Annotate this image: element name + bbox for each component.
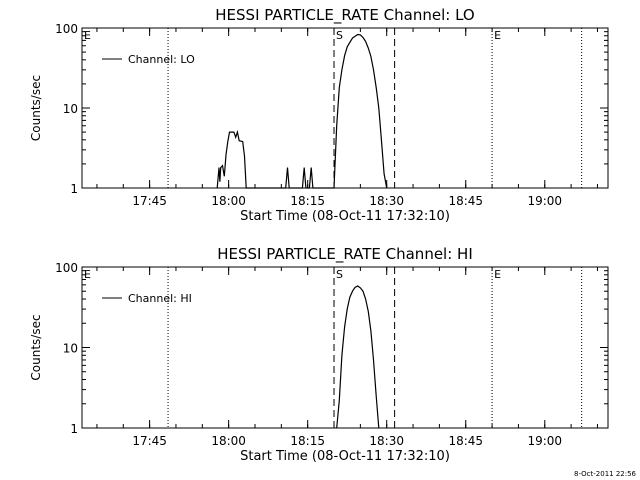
x-tick-label: 18:30 — [369, 194, 404, 208]
y-tick-label: 1 — [70, 182, 78, 196]
x-tick-label: 17:45 — [132, 434, 167, 448]
x-tick-label: 18:15 — [290, 434, 325, 448]
plot-timestamp: 8-Oct-2011 22:56 — [573, 470, 636, 478]
y-axis-label: Counts/sec — [29, 314, 43, 380]
y-tick-label: 10 — [63, 102, 78, 116]
x-tick-label: 18:00 — [211, 194, 246, 208]
x-tick-label: 18:00 — [211, 434, 246, 448]
time-marker-label: E — [494, 268, 501, 281]
time-marker-label: E — [84, 29, 91, 42]
x-tick-label: 18:45 — [448, 194, 483, 208]
time-marker-label: E — [494, 29, 501, 42]
y-axis-label: Counts/sec — [29, 75, 43, 141]
time-marker-label: E — [84, 268, 91, 281]
x-tick-label: 17:45 — [132, 194, 167, 208]
legend-label: Channel: LO — [128, 53, 195, 66]
chart-title: HESSI PARTICLE_RATE Channel: LO — [215, 6, 474, 25]
series-line — [216, 33, 388, 189]
x-tick-label: 18:45 — [448, 434, 483, 448]
x-tick-label: 18:15 — [290, 194, 325, 208]
legend-label: Channel: HI — [128, 292, 192, 305]
x-tick-label: 18:30 — [369, 434, 404, 448]
time-marker-label: S — [336, 268, 343, 281]
x-tick-label: 19:00 — [527, 194, 562, 208]
plot-frame — [81, 27, 609, 189]
y-tick-label: 100 — [55, 22, 78, 36]
series-line — [336, 285, 380, 429]
y-tick-label: 10 — [63, 342, 78, 356]
x-axis-label: Start Time (08-Oct-11 17:32:10) — [240, 209, 450, 224]
x-tick-label: 19:00 — [527, 434, 562, 448]
x-axis-label: Start Time (08-Oct-11 17:32:10) — [240, 449, 450, 464]
y-tick-label: 1 — [70, 422, 78, 436]
y-tick-label: 100 — [55, 261, 78, 275]
time-marker-label: S — [336, 29, 343, 42]
chart-title: HESSI PARTICLE_RATE Channel: HI — [217, 245, 473, 264]
